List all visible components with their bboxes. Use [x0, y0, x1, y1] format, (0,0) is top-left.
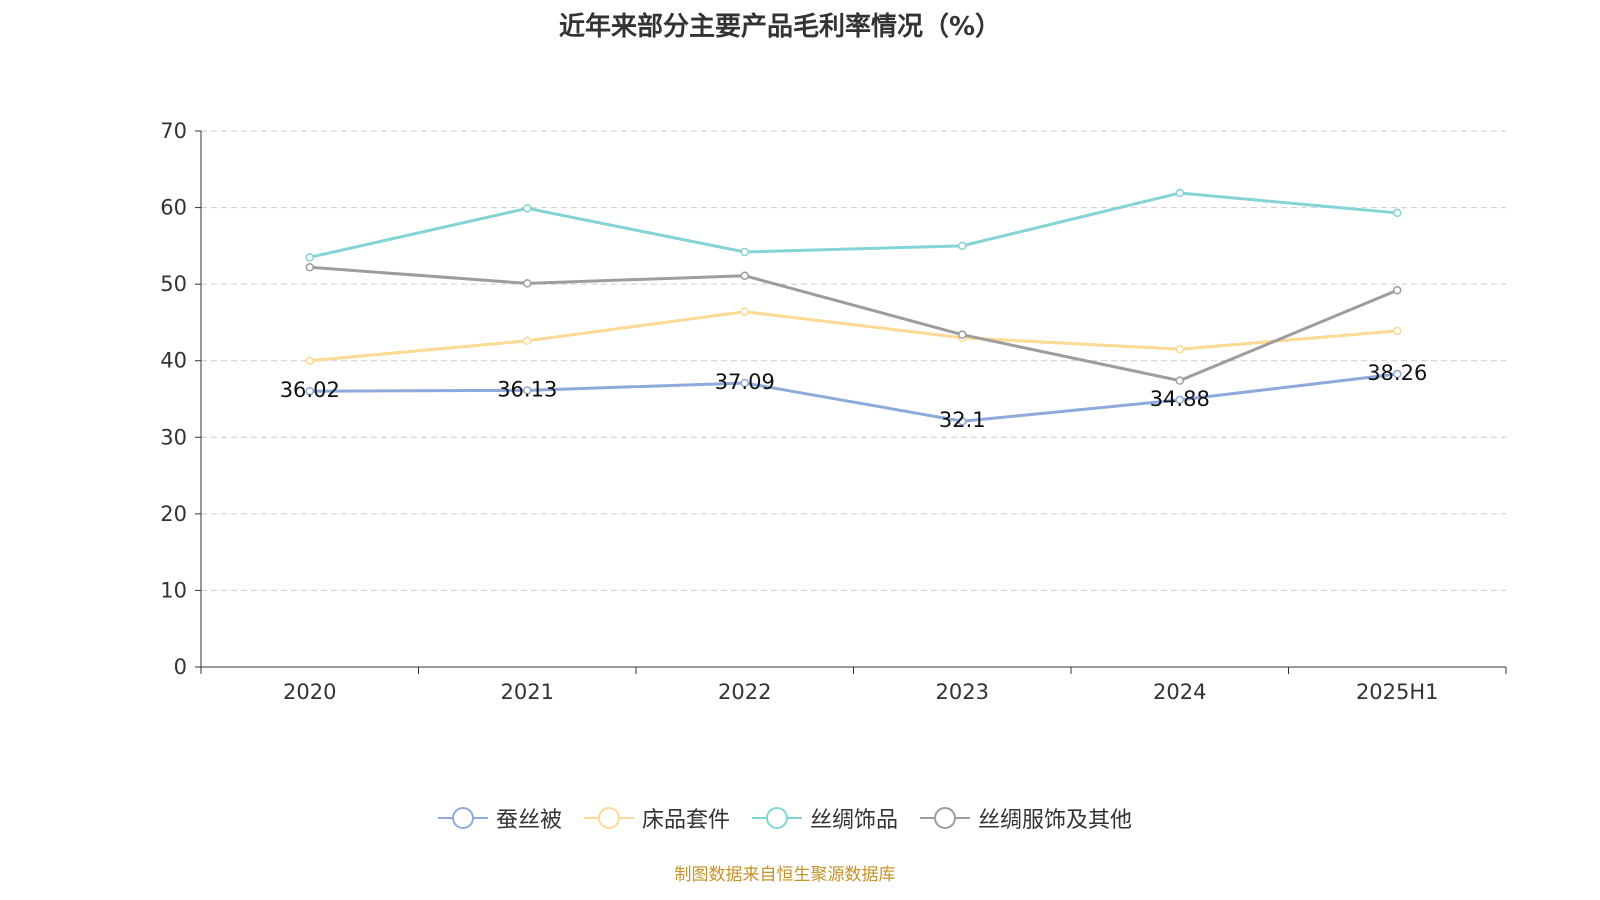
- y-tick-label: 60: [160, 196, 187, 220]
- data-label: 34.88: [1150, 387, 1210, 411]
- series-line-丝绸饰品: [309, 191, 1398, 259]
- x-tick-label: 2020: [283, 680, 336, 704]
- data-point: [523, 279, 532, 288]
- data-point: [1175, 376, 1184, 385]
- source-note: 制图数据来自恒生聚源数据库: [674, 865, 896, 885]
- data-point: [1175, 344, 1184, 354]
- data-point: [305, 263, 314, 272]
- data-point: [740, 378, 749, 388]
- data-point: [1175, 188, 1184, 198]
- legend-marker-icon: [583, 807, 634, 829]
- data-label: 36.13: [497, 377, 557, 401]
- legend-item[interactable]: 蚕丝被: [437, 802, 562, 834]
- x-tick-label: 2021: [501, 680, 554, 704]
- data-label: 32.1: [939, 408, 986, 432]
- y-tick-label: 20: [160, 502, 187, 526]
- y-tick-label: 30: [160, 425, 187, 449]
- data-point: [740, 271, 749, 280]
- data-point: [305, 253, 314, 262]
- y-tick-label: 50: [160, 272, 187, 296]
- y-tick-label: 10: [160, 578, 187, 602]
- chart-title: 近年来部分主要产品毛利率情况（%）: [558, 12, 1002, 42]
- data-point: [1393, 208, 1402, 218]
- x-tick-label: 2025H1: [1356, 680, 1439, 704]
- legend-label: 丝绸服饰及其他: [978, 808, 1133, 833]
- data-point: [1393, 286, 1402, 295]
- legend: 蚕丝被 床品套件 丝绸饰品 丝绸服饰及其他: [0, 802, 1570, 834]
- data-label: 38.26: [1367, 361, 1427, 385]
- y-tick-label: 70: [160, 119, 187, 143]
- y-tick-label: 0: [174, 655, 187, 679]
- data-point: [305, 386, 314, 396]
- data-point: [1175, 395, 1184, 405]
- legend-label: 床品套件: [641, 808, 730, 833]
- data-point: [740, 247, 749, 257]
- data-point: [305, 356, 314, 365]
- series-line-蚕丝被: [309, 372, 1398, 423]
- legend-label: 丝绸饰品: [810, 808, 899, 833]
- line-chart: 0 10 20 30 40 50 60 70 2020 2021 2022 2023 2024 2025H…: [160, 119, 1507, 704]
- x-tick-label: 2023: [936, 680, 989, 704]
- legend-marker-icon: [437, 807, 488, 829]
- data-point: [1393, 369, 1402, 379]
- y-tick-label: 40: [160, 349, 187, 373]
- data-point: [523, 336, 532, 346]
- data-point: [958, 416, 967, 426]
- data-point: [958, 330, 967, 339]
- data-point: [523, 204, 532, 213]
- data-point: [1393, 326, 1402, 336]
- legend-item[interactable]: 丝绸饰品: [752, 802, 898, 834]
- data-label: 37.09: [715, 370, 775, 394]
- legend-marker-icon: [920, 807, 971, 829]
- legend-item[interactable]: 床品套件: [583, 802, 730, 834]
- data-point: [958, 241, 967, 251]
- data-point: [740, 307, 749, 316]
- x-tick-label: 2024: [1153, 680, 1206, 704]
- legend-marker-icon: [752, 807, 802, 829]
- legend-item[interactable]: 丝绸服饰及其他: [920, 802, 1132, 834]
- x-tick-label: 2022: [718, 680, 771, 704]
- series-line-丝绸服饰及其他: [309, 265, 1398, 383]
- data-label: 36.02: [280, 378, 340, 402]
- data-point: [523, 386, 532, 395]
- legend-label: 蚕丝被: [495, 808, 562, 833]
- series-line-床品套件: [309, 310, 1398, 363]
